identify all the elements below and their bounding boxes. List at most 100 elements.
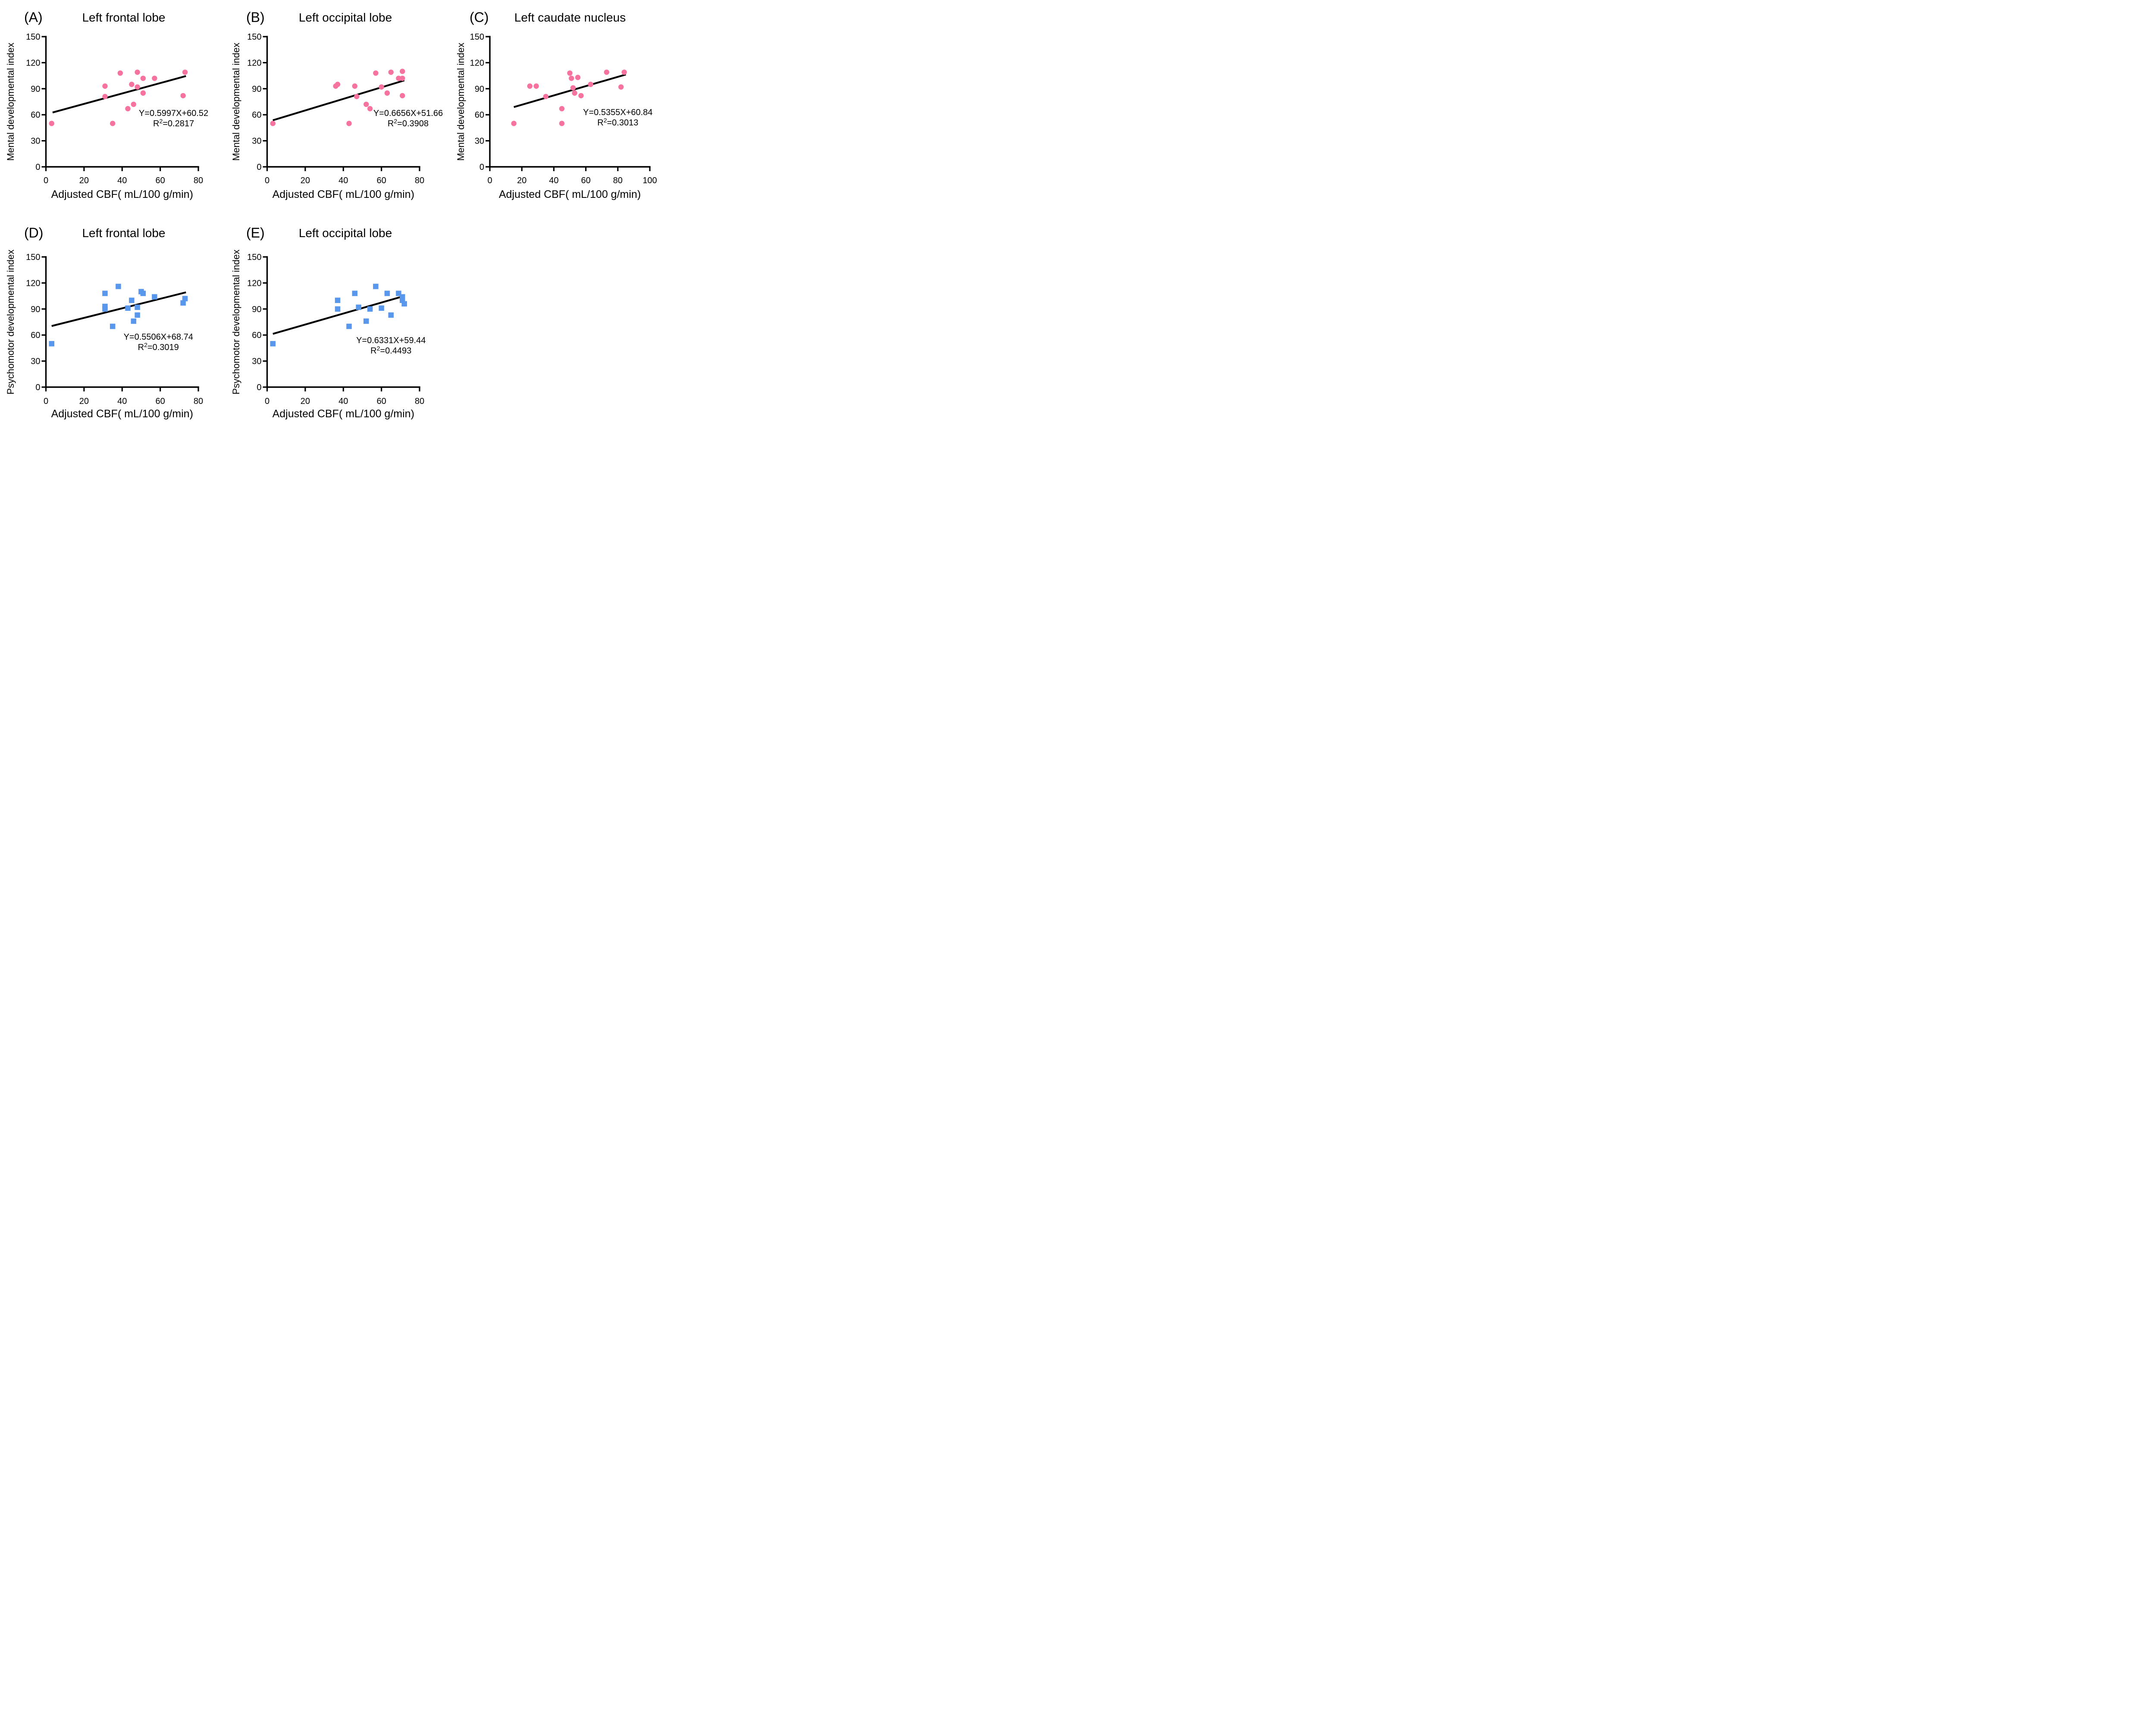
data-point [129, 81, 135, 87]
data-point [364, 318, 369, 324]
data-point [570, 85, 576, 91]
y-tick-label: 0 [257, 163, 261, 172]
x-tick-label: 80 [613, 176, 623, 185]
x-tick-label: 60 [581, 176, 590, 185]
x-tick-label: 80 [415, 397, 424, 406]
data-point [356, 304, 361, 310]
panel-letter: (B) [246, 9, 265, 25]
equation-label: Y=0.5997X+60.52 [139, 109, 208, 118]
r-squared-label: R2=0.3908 [388, 118, 429, 128]
y-tick-label: 60 [31, 331, 40, 340]
y-axis-title: Mental developmental index [5, 43, 16, 161]
data-point [400, 69, 405, 74]
data-point [102, 83, 108, 89]
data-point [102, 303, 108, 310]
data-point [533, 83, 539, 89]
data-point [572, 90, 577, 96]
y-tick-label: 120 [26, 58, 40, 68]
data-point [559, 106, 565, 112]
y-tick-label: 90 [475, 84, 484, 94]
data-point [135, 312, 140, 318]
data-point [384, 90, 390, 96]
y-tick-label: 120 [247, 278, 261, 288]
data-point [102, 94, 108, 100]
data-point [335, 306, 341, 312]
data-point [379, 84, 384, 90]
y-tick-label: 30 [252, 357, 261, 366]
data-point [182, 296, 188, 301]
y-tick-label: 90 [31, 305, 40, 314]
scatter-chart-c: (C) Left caudate nucleus 0 30 60 90 120 150 0 20 4… [455, 9, 657, 200]
data-point [401, 301, 407, 306]
data-point [346, 121, 352, 126]
data-point [131, 318, 137, 324]
y-axis-title: Psychomotor developmental index [5, 250, 16, 394]
y-tick-label: 0 [479, 163, 484, 172]
data-point [140, 90, 146, 96]
data-point [543, 94, 549, 100]
data-point [270, 121, 276, 126]
scatter-chart-e: (E) Left occipital lobe 0 30 60 90 120 150 0 20 40… [231, 225, 426, 420]
data-point [567, 70, 573, 76]
r-squared-label: R2=0.4493 [370, 345, 411, 356]
y-tick-label: 120 [470, 58, 484, 68]
x-tick-label: 0 [487, 176, 492, 185]
panel-title: Left frontal lobe [82, 226, 165, 240]
x-tick-label: 40 [117, 176, 127, 185]
data-point [364, 101, 369, 107]
data-point [180, 300, 186, 306]
data-point [270, 341, 276, 347]
data-point [152, 294, 157, 300]
y-tick-label: 60 [475, 110, 484, 120]
r-squared-label: R2=0.3019 [138, 341, 179, 352]
data-point [384, 291, 390, 296]
x-axis-title: Adjusted CBF( mL/100 g/min) [273, 408, 414, 420]
y-tick-label: 0 [257, 383, 261, 392]
data-point [367, 106, 373, 112]
data-point [180, 93, 186, 99]
x-tick-label: 0 [265, 397, 270, 406]
panel-b: (B) Left occipital lobe 0 30 60 90 120 150 0 20 40… [226, 0, 453, 216]
y-tick-label: 30 [31, 357, 40, 366]
panel-letter: (E) [246, 225, 265, 241]
panel-title: Left frontal lobe [82, 11, 165, 24]
y-tick-label: 120 [247, 58, 261, 68]
scatter-chart-a: (A) Left frontal lobe 0 30 60 90 120 150 0 20 40 60… [5, 9, 208, 200]
y-tick-label: 150 [247, 253, 261, 262]
y-tick-label: 90 [252, 305, 261, 314]
data-point [373, 70, 379, 76]
axes [45, 36, 199, 168]
panel-title: Left occipital lobe [299, 226, 392, 240]
x-tick-label: 0 [44, 397, 48, 406]
x-axis-title: Adjusted CBF( mL/100 g/min) [51, 188, 193, 200]
data-point [49, 121, 54, 126]
data-point [182, 69, 188, 75]
scatter-chart-d: (D) Left frontal lobe 0 30 60 90 120 150 0 20 40 60… [5, 225, 203, 420]
equation-label: Y=0.5506X+68.74 [124, 332, 193, 342]
panel-a: (A) Left frontal lobe 0 30 60 90 120 150 0 20 40 60… [0, 0, 226, 216]
y-tick-label: 60 [31, 110, 40, 120]
data-point [131, 101, 136, 107]
y-tick-label: 30 [475, 137, 484, 146]
figure-row-top: (A) Left frontal lobe 0 30 60 90 120 150 0 20 40 60… [0, 0, 672, 216]
equation-label: Y=0.6331X+59.44 [356, 336, 426, 345]
x-tick-label: 60 [156, 176, 165, 185]
figure: (A) Left frontal lobe 0 30 60 90 120 150 0 20 40 60… [0, 0, 672, 429]
x-axis-title: Adjusted CBF( mL/100 g/min) [273, 188, 414, 200]
data-point [335, 81, 341, 87]
x-tick-label: 20 [301, 397, 310, 406]
data-point [135, 304, 140, 310]
y-tick-label: 150 [26, 253, 40, 262]
x-tick-label: 20 [301, 176, 310, 185]
x-tick-label: 100 [642, 176, 657, 185]
data-point [400, 93, 405, 99]
y-axis-title: Mental developmental index [231, 43, 241, 161]
panel-letter: (C) [470, 9, 489, 25]
fit-line [52, 75, 186, 113]
data-point [352, 291, 358, 296]
r-squared-label: R2=0.2817 [153, 118, 194, 128]
panel-title: Left occipital lobe [299, 11, 392, 24]
y-tick-label: 30 [252, 137, 261, 146]
y-tick-label: 120 [26, 278, 40, 288]
x-tick-label: 60 [377, 397, 386, 406]
